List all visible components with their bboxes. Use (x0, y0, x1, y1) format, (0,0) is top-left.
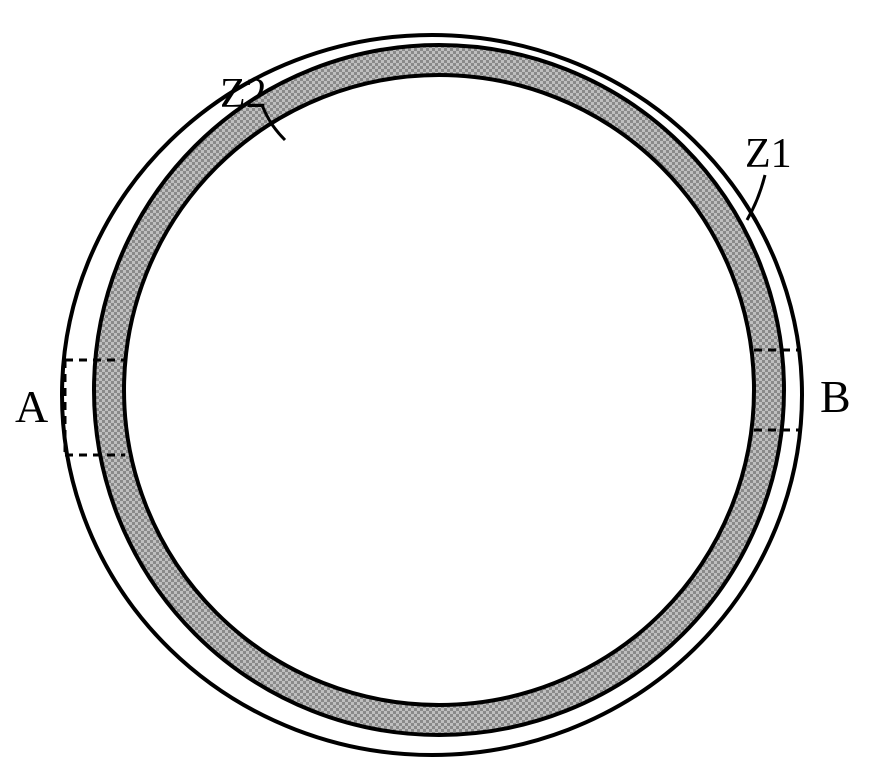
label-b: B (820, 370, 851, 423)
inner-ring-fill (0, 0, 878, 783)
label-a: A (15, 380, 48, 433)
diagram-svg (0, 0, 878, 783)
diagram-stage: Z2 Z1 A B (0, 0, 878, 783)
label-z2: Z2 (220, 70, 267, 118)
label-z1: Z1 (745, 130, 792, 178)
